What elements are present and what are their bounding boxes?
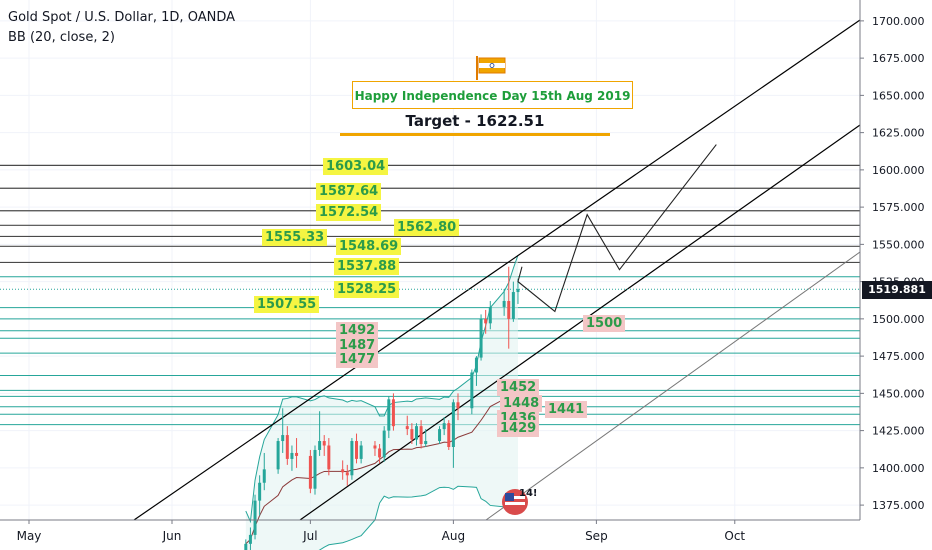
- candle-body: [419, 426, 423, 445]
- independence-day-banner: Happy Independence Day 15th Aug 2019: [352, 81, 633, 109]
- bollinger-lower: [318, 485, 519, 550]
- candle-body: [382, 430, 386, 458]
- level-label-1528-25: 1528.25: [334, 281, 400, 298]
- candle-body: [359, 445, 363, 459]
- price-tick-label: 1375.000: [872, 499, 925, 512]
- level-label-1507-55: 1507.55: [254, 296, 320, 313]
- candle-body: [313, 449, 317, 489]
- level-label-1452: 1452: [497, 379, 540, 396]
- candle-body: [373, 445, 377, 449]
- candle-body: [244, 543, 248, 550]
- level-label-1429: 1429: [497, 420, 540, 437]
- level-label-1500: 1500: [583, 315, 626, 332]
- price-tick-label: 1425.000: [872, 425, 925, 438]
- candle-body: [253, 500, 257, 535]
- time-tick-label: Aug: [442, 529, 465, 543]
- time-tick-label: Sep: [585, 529, 608, 543]
- candle-body: [345, 472, 349, 476]
- channel-lower-line: [299, 124, 861, 521]
- level-label-1441: 1441: [545, 401, 588, 418]
- channel-outer-line: [485, 251, 861, 521]
- price-tick-label: 1475.000: [872, 350, 925, 363]
- candle-body: [438, 429, 442, 442]
- candle-body: [318, 441, 322, 450]
- candle-body: [470, 372, 474, 409]
- channel-upper-line: [133, 19, 861, 521]
- candle-body: [410, 429, 414, 440]
- candle-body: [281, 435, 285, 442]
- price-tick-label: 1600.000: [872, 164, 925, 177]
- level-label-1548-69: 1548.69: [336, 238, 402, 255]
- level-label-1477: 1477: [336, 351, 379, 368]
- candle-body: [424, 441, 428, 445]
- candle-body: [327, 445, 331, 470]
- price-tick-label: 1575.000: [872, 201, 925, 214]
- candle-body: [488, 306, 492, 324]
- candle-body: [276, 441, 280, 470]
- level-label-1587-64: 1587.64: [316, 183, 382, 200]
- candle-body: [290, 452, 294, 459]
- candle-body: [474, 357, 478, 373]
- price-tick-label: 1450.000: [872, 387, 925, 400]
- level-label-1603-04: 1603.04: [323, 158, 389, 175]
- candle-body: [350, 441, 354, 476]
- level-label-1562-80: 1562.80: [394, 219, 460, 236]
- candle-body: [456, 402, 460, 409]
- footer-icon-text: 14!: [519, 488, 538, 499]
- candle-body: [442, 423, 446, 430]
- candle-body: [507, 300, 511, 319]
- candle-body: [258, 482, 262, 501]
- candle-body: [447, 423, 451, 447]
- candle-body: [355, 441, 359, 459]
- time-tick-label: Jun: [162, 529, 182, 543]
- us-flag-icon: [502, 489, 528, 515]
- level-label-1487: 1487: [336, 337, 379, 354]
- price-tick-label: 1550.000: [872, 238, 925, 251]
- level-label-1572-54: 1572.54: [316, 204, 382, 221]
- candle-body: [285, 435, 289, 459]
- projection-path: [517, 144, 717, 313]
- current-price-badge: 1519.881: [862, 281, 932, 299]
- price-tick-label: 1675.000: [872, 52, 925, 65]
- indicator-label: BB (20, close, 2): [8, 30, 115, 45]
- level-label-1448: 1448: [500, 395, 543, 412]
- candle-body: [378, 448, 382, 458]
- candle-body: [262, 469, 266, 483]
- candle-body: [387, 399, 391, 431]
- price-tick-label: 1650.000: [872, 89, 925, 102]
- candle-body: [308, 455, 312, 489]
- level-label-1555-33: 1555.33: [262, 229, 328, 246]
- target-label: Target - 1622.51: [340, 112, 610, 136]
- candle-body: [414, 426, 418, 440]
- candle-body: [479, 318, 483, 358]
- price-tick-label: 1700.000: [872, 15, 925, 28]
- candle-body: [295, 452, 299, 456]
- candle-body: [405, 426, 409, 430]
- bollinger-basis: [245, 379, 519, 545]
- time-tick-label: May: [17, 529, 42, 543]
- candle-body: [516, 289, 520, 293]
- candle-body: [502, 300, 506, 307]
- time-tick-label: Jul: [302, 529, 317, 543]
- candle-body: [248, 534, 252, 544]
- chart-title: Gold Spot / U.S. Dollar, 1D, OANDA: [8, 10, 235, 25]
- price-axis-bg: [860, 0, 932, 550]
- level-label-1537-88: 1537.88: [334, 258, 400, 275]
- candle-body: [391, 399, 395, 427]
- candle-body: [322, 441, 326, 446]
- candle-body: [511, 292, 515, 319]
- time-tick-label: Oct: [724, 529, 745, 543]
- india-flag-icon: [476, 56, 506, 80]
- price-tick-label: 1400.000: [872, 462, 925, 475]
- candle-body: [484, 318, 488, 324]
- candle-body: [341, 469, 345, 473]
- level-label-1492: 1492: [336, 322, 379, 339]
- price-tick-label: 1625.000: [872, 127, 925, 140]
- candle-body: [451, 402, 455, 447]
- price-tick-label: 1500.000: [872, 313, 925, 326]
